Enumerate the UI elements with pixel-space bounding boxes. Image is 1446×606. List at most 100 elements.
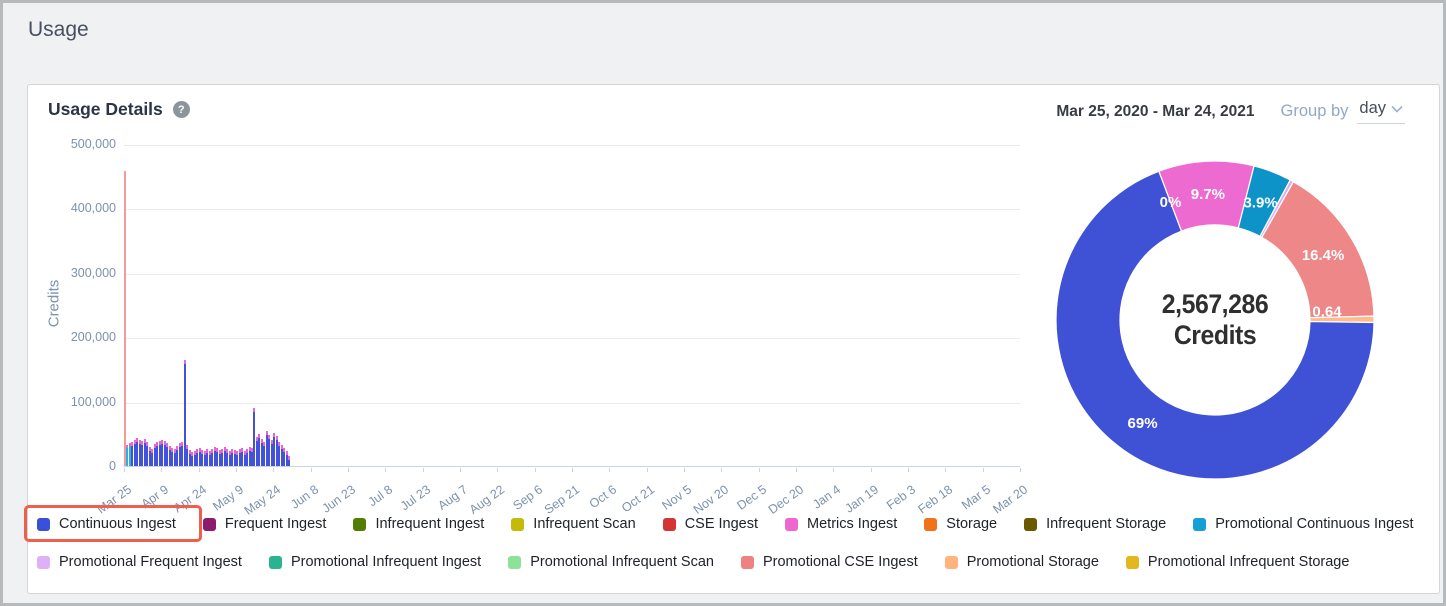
bar[interactable]	[188, 449, 191, 466]
bar[interactable]	[143, 438, 146, 466]
bar[interactable]	[228, 450, 231, 466]
bar[interactable]	[280, 444, 283, 466]
bar[interactable]	[253, 408, 256, 466]
legend-item-infrequent-ingest[interactable]: Infrequent Ingest	[353, 516, 484, 532]
legend-item-promotional-frequent-ingest[interactable]: Promotional Frequent Ingest	[37, 554, 242, 570]
bar[interactable]	[191, 451, 194, 466]
help-icon[interactable]: ?	[172, 101, 190, 118]
bar[interactable]	[218, 449, 221, 466]
bar[interactable]	[128, 442, 131, 466]
legend-item-label: Infrequent Storage	[1046, 516, 1167, 532]
bar[interactable]	[248, 446, 251, 466]
x-tick-mark	[796, 468, 797, 472]
bar[interactable]	[275, 436, 278, 466]
legend-item-continuous-ingest[interactable]: Continuous Ingest	[37, 516, 176, 532]
date-range-label: Mar 25, 2020 - Mar 24, 2021	[1056, 102, 1255, 120]
bar[interactable]	[181, 441, 184, 466]
gridline	[124, 338, 1020, 340]
bar[interactable]	[193, 450, 196, 466]
bar[interactable]	[206, 449, 209, 466]
bar[interactable]	[163, 440, 166, 466]
bar[interactable]	[283, 447, 286, 466]
legend-item-frequent-ingest[interactable]: Frequent Ingest	[202, 516, 326, 532]
bar[interactable]	[255, 437, 258, 466]
bar[interactable]	[131, 441, 134, 466]
legend-color-chip	[353, 517, 367, 531]
bar[interactable]	[133, 439, 136, 466]
bar[interactable]	[178, 443, 181, 466]
bar[interactable]	[196, 449, 199, 466]
legend-item-promotional-continuous-ingest[interactable]: Promotional Continuous Ingest	[1193, 516, 1414, 532]
group-by-select[interactable]: day	[1357, 99, 1405, 124]
legend-item-infrequent-scan[interactable]: Infrequent Scan	[511, 516, 636, 532]
bar[interactable]	[148, 446, 151, 466]
bar[interactable]	[171, 447, 174, 466]
bar[interactable]	[231, 448, 234, 466]
bar[interactable]	[158, 440, 161, 466]
chart-controls: Mar 25, 2020 - Mar 24, 2021 Group by day	[1056, 99, 1405, 124]
bar[interactable]	[265, 430, 268, 466]
bar[interactable]	[221, 448, 224, 466]
bar[interactable]	[250, 447, 253, 466]
bar[interactable]	[236, 451, 239, 466]
bar[interactable]	[258, 433, 261, 466]
bar[interactable]	[226, 449, 229, 466]
bar[interactable]	[285, 450, 288, 466]
bar[interactable]	[238, 449, 241, 466]
bar[interactable]	[156, 442, 159, 466]
bar[interactable]	[246, 449, 248, 466]
bar[interactable]	[260, 438, 263, 466]
bar[interactable]	[201, 449, 204, 466]
bar[interactable]	[223, 447, 226, 466]
legend-item-promotional-infrequent-scan[interactable]: Promotional Infrequent Scan	[508, 554, 714, 570]
bar[interactable]	[161, 439, 164, 466]
bar[interactable]	[146, 441, 149, 466]
bar[interactable]	[126, 444, 129, 466]
bar[interactable]	[153, 444, 156, 466]
bar[interactable]	[211, 448, 214, 466]
bar[interactable]	[136, 438, 139, 466]
bar[interactable]	[213, 446, 216, 466]
legend-item-infrequent-storage[interactable]: Infrequent Storage	[1024, 516, 1166, 532]
bar[interactable]	[263, 441, 266, 466]
bar[interactable]	[183, 359, 186, 466]
x-tick-mark	[497, 468, 499, 472]
bar[interactable]	[141, 440, 144, 466]
legend-item-promotional-cse-ingest[interactable]: Promotional CSE Ingest	[740, 554, 918, 570]
legend-item-cse-ingest[interactable]: CSE Ingest	[662, 516, 758, 532]
bar[interactable]	[166, 442, 169, 466]
legend-item-promotional-storage[interactable]: Promotional Storage	[944, 554, 1099, 570]
bar[interactable]	[288, 455, 291, 466]
bar[interactable]	[176, 446, 179, 466]
legend-color-chip	[268, 555, 282, 569]
bar[interactable]	[208, 450, 211, 466]
legend-item-promotional-infrequent-storage[interactable]: Promotional Infrequent Storage	[1125, 554, 1349, 570]
bar[interactable]	[124, 171, 126, 466]
bar[interactable]	[168, 446, 171, 466]
legend-item-promotional-infrequent-ingest[interactable]: Promotional Infrequent Ingest	[268, 554, 481, 570]
legend-item-metrics-ingest[interactable]: Metrics Ingest	[785, 516, 897, 532]
donut-slice-continuous-ingest[interactable]	[1055, 170, 1375, 480]
bar[interactable]	[186, 445, 189, 466]
bar[interactable]	[273, 432, 276, 466]
bar[interactable]	[243, 450, 246, 466]
bar[interactable]	[151, 449, 154, 466]
donut-center-value: 2,567,286	[1161, 289, 1269, 319]
donut-slice-label: 16.4%	[1302, 247, 1345, 264]
bar[interactable]	[198, 447, 201, 466]
bar[interactable]	[241, 447, 244, 466]
bar[interactable]	[270, 440, 273, 466]
bar[interactable]	[203, 451, 206, 466]
bar[interactable]	[216, 447, 219, 466]
bar[interactable]	[173, 448, 176, 466]
legend-item-storage[interactable]: Storage	[924, 516, 997, 532]
bar[interactable]	[233, 449, 236, 466]
bar[interactable]	[138, 440, 141, 466]
bar[interactable]	[278, 441, 281, 466]
bar[interactable]	[268, 435, 271, 466]
y-tick-label: 300,000	[70, 265, 116, 280]
x-tick-mark	[161, 468, 163, 472]
legend-color-chip	[1024, 517, 1038, 531]
legend-color-chip	[944, 555, 958, 569]
